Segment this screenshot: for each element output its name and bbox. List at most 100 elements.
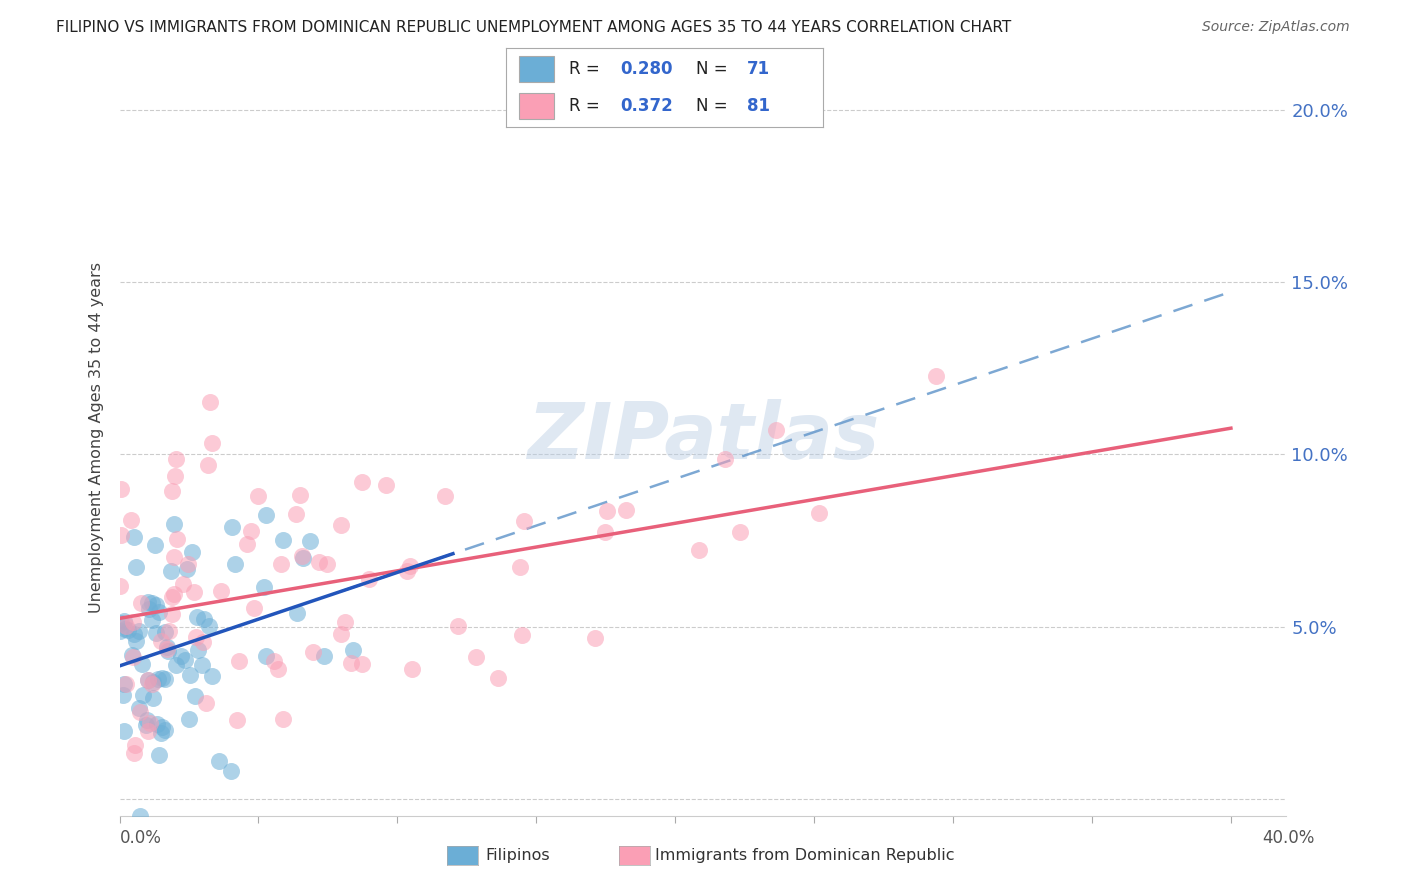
Point (179, 667, 201, 681)
Point (486, 671, 509, 685)
Point (128, 700, 150, 714)
Text: ZIPatlas: ZIPatlas (527, 399, 879, 475)
Text: N =: N = (696, 60, 727, 78)
Point (124, 739, 146, 753)
Point (136, 595, 159, 609)
Point (122, 650, 145, 665)
Point (267, 662, 290, 676)
Point (159, 624, 181, 638)
Point (121, 615, 143, 630)
Point (150, 720, 173, 734)
Point (301, 645, 323, 659)
Point (183, 585, 205, 599)
Point (197, 458, 219, 472)
Text: 71: 71 (747, 60, 769, 78)
Point (314, 648, 336, 663)
Point (148, 747, 170, 762)
Point (246, 489, 269, 503)
Point (110, 528, 132, 542)
Point (765, 423, 787, 437)
Point (224, 557, 246, 571)
Point (145, 625, 167, 640)
FancyBboxPatch shape (519, 93, 554, 119)
Point (200, 395, 222, 409)
Point (688, 542, 710, 557)
Point (141, 596, 163, 610)
Point (595, 525, 617, 540)
Point (193, 612, 215, 626)
Point (254, 648, 277, 663)
Text: FILIPINO VS IMMIGRANTS FROM DOMINICAN REPUBLIC UNEMPLOYMENT AMONG AGES 35 TO 44 : FILIPINO VS IMMIGRANTS FROM DOMINICAN RE… (56, 20, 1011, 35)
Point (208, 754, 231, 768)
Point (156, 641, 179, 656)
Point (160, 565, 183, 579)
Y-axis label: Unemployment Among Ages 35 to 44 years: Unemployment Among Ages 35 to 44 years (89, 261, 104, 613)
Point (235, 537, 257, 551)
Point (172, 577, 194, 591)
Point (357, 572, 380, 586)
Point (263, 654, 285, 668)
Point (131, 657, 153, 672)
Point (177, 712, 200, 726)
Point (122, 627, 145, 641)
Point (187, 642, 209, 657)
Point (285, 606, 308, 620)
Point (308, 555, 330, 569)
Point (730, 525, 752, 540)
Point (271, 712, 294, 726)
Point (163, 550, 186, 565)
Point (157, 644, 180, 658)
Text: 81: 81 (747, 97, 769, 115)
Point (120, 513, 142, 527)
Point (138, 673, 160, 687)
Point (191, 634, 214, 648)
Point (156, 640, 179, 655)
Point (288, 488, 311, 502)
Point (110, 615, 132, 630)
Point (117, 623, 139, 637)
Point (145, 598, 167, 612)
Point (139, 715, 162, 730)
Point (434, 489, 457, 503)
Point (808, 506, 831, 520)
Point (228, 654, 250, 668)
Point (149, 634, 172, 648)
Point (583, 631, 606, 645)
Point (149, 726, 172, 740)
Point (253, 580, 276, 594)
Text: Filipinos: Filipinos (485, 848, 550, 863)
Point (201, 669, 224, 683)
Text: R =: R = (569, 97, 600, 115)
Point (165, 657, 187, 672)
Point (153, 723, 176, 738)
Point (330, 518, 353, 533)
Point (166, 532, 188, 546)
Point (174, 653, 197, 667)
Point (614, 503, 637, 517)
Point (396, 564, 419, 578)
Point (239, 524, 262, 539)
Point (146, 716, 169, 731)
Point (243, 601, 266, 615)
Point (141, 613, 163, 627)
Point (342, 643, 364, 657)
Point (270, 558, 292, 572)
Point (128, 624, 150, 638)
Point (447, 619, 470, 633)
Text: 0.372: 0.372 (620, 97, 673, 115)
Point (114, 622, 136, 636)
Point (198, 619, 221, 633)
Text: N =: N = (696, 97, 727, 115)
Point (350, 475, 373, 490)
Point (160, 483, 183, 498)
Point (401, 662, 423, 676)
Point (153, 624, 176, 639)
Point (186, 610, 208, 624)
Point (136, 673, 159, 687)
Point (138, 602, 160, 616)
Point (131, 688, 153, 702)
Point (184, 630, 207, 644)
Text: 40.0%: 40.0% (1263, 829, 1315, 847)
FancyBboxPatch shape (519, 56, 554, 82)
Point (163, 516, 186, 531)
